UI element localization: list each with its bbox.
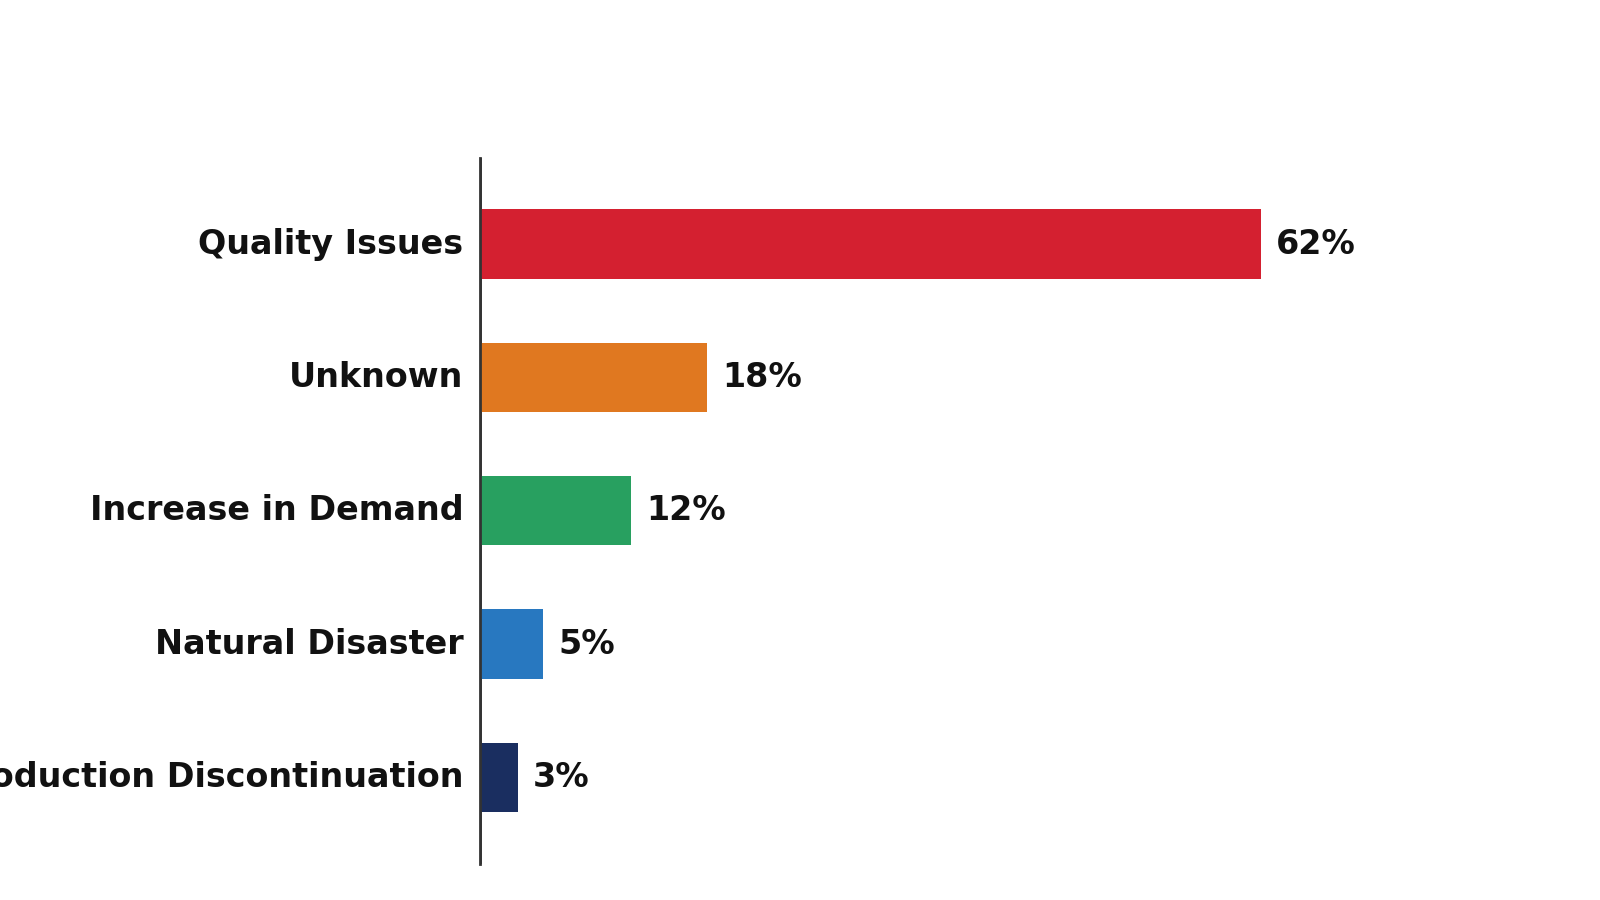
Text: Natural Disaster: Natural Disaster [155,627,464,661]
Bar [480,343,707,412]
Bar [480,476,630,545]
Text: Increase in Demand: Increase in Demand [90,494,464,527]
Bar [480,609,542,679]
Text: 62%: 62% [1277,228,1357,261]
Text: 3%: 3% [533,760,589,794]
Bar [480,742,518,812]
Text: Production Discontinuation: Production Discontinuation [0,760,464,794]
Bar [480,210,1261,279]
Text: 12%: 12% [646,494,726,527]
Text: Percentage of Drugs Newly in Shortage by Reason, Calendar Years 2013-2017: Percentage of Drugs Newly in Shortage by… [48,41,1600,79]
Text: Unknown: Unknown [290,361,464,394]
Text: Quality Issues: Quality Issues [198,228,464,261]
Text: 18%: 18% [722,361,802,394]
Text: 5%: 5% [558,627,614,661]
